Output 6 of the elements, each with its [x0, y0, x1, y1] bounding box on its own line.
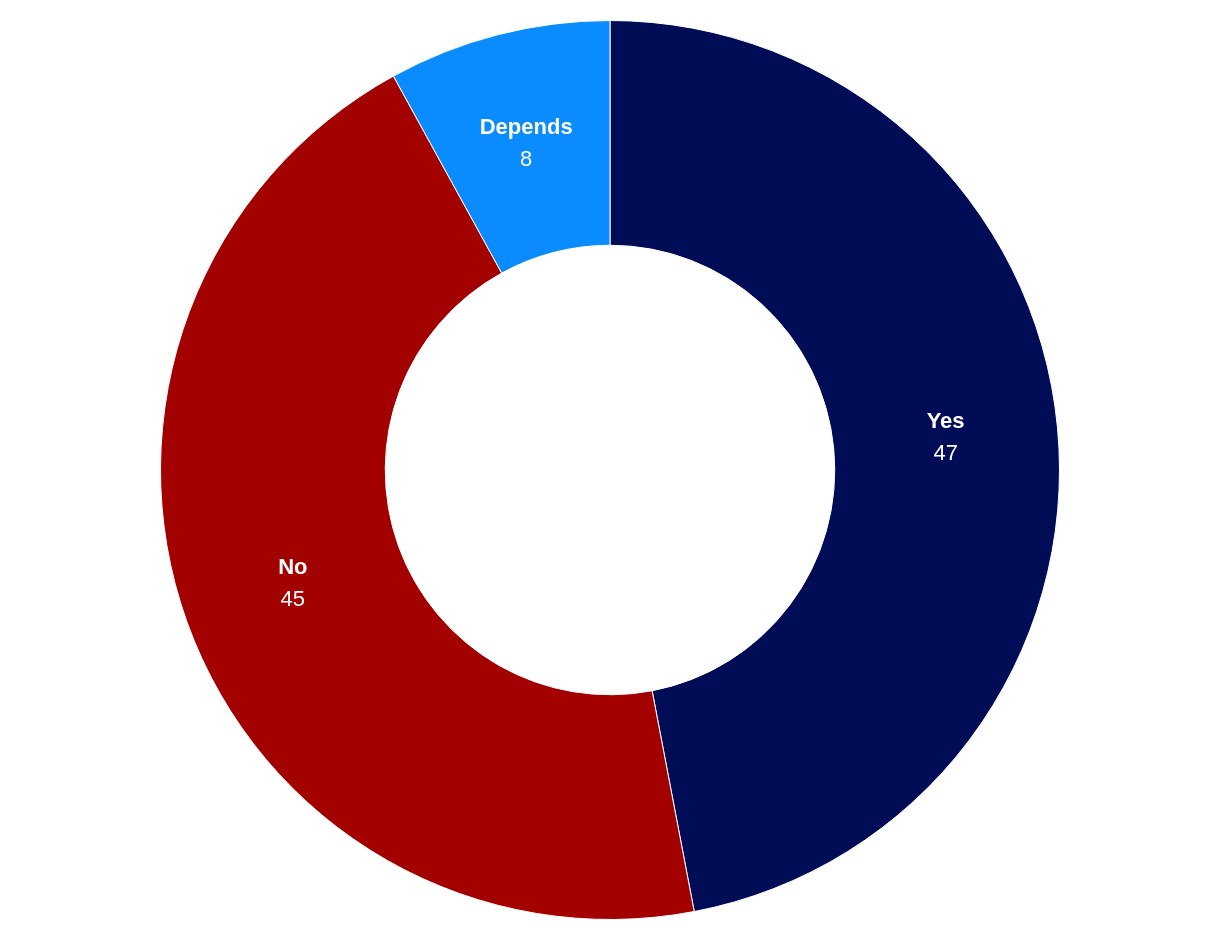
slice-label: Depends	[479, 113, 573, 139]
slice-label: No	[278, 554, 308, 580]
data-label: 8	[520, 145, 533, 171]
data-label: 45	[280, 586, 306, 612]
slice-label: Yes	[926, 408, 965, 434]
data-label: 47	[933, 440, 958, 466]
